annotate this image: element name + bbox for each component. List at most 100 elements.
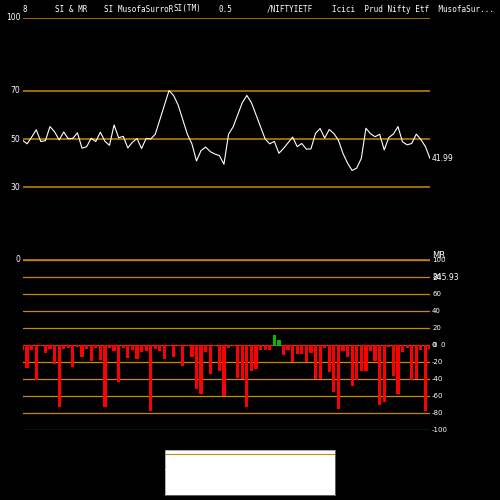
Bar	[337, 345, 340, 409]
Bar	[90, 345, 93, 360]
Bar	[172, 345, 175, 358]
Bar	[85, 345, 88, 349]
Bar	[66, 345, 70, 348]
Text: SI & MR: SI & MR	[55, 4, 88, 14]
Text: 40: 40	[432, 308, 441, 314]
Text: -20: -20	[432, 359, 444, 365]
Text: -56: -56	[336, 490, 345, 496]
Bar	[126, 345, 130, 358]
Text: -40: -40	[432, 376, 444, 382]
Bar	[168, 345, 170, 346]
Bar	[268, 345, 272, 350]
Bar	[369, 345, 372, 351]
Bar	[48, 345, 51, 350]
Bar	[310, 345, 312, 353]
Bar	[186, 345, 189, 346]
Bar	[53, 345, 56, 364]
Bar	[136, 345, 138, 360]
Text: 50: 50	[10, 134, 20, 143]
Text: 70: 70	[10, 86, 20, 95]
Bar	[350, 345, 354, 386]
Bar	[104, 345, 106, 407]
Text: Icici  Prud Nifty Etf  MusofaSur...: Icici Prud Nifty Etf MusofaSur...	[332, 4, 494, 14]
Bar	[108, 345, 111, 348]
Text: 0  0: 0 0	[432, 342, 446, 348]
Bar	[94, 345, 98, 348]
Text: 0: 0	[432, 342, 436, 348]
Text: /NIFTYIETF: /NIFTYIETF	[267, 4, 313, 14]
Bar	[396, 345, 400, 395]
Bar	[424, 345, 427, 412]
Bar	[98, 345, 102, 360]
Bar	[144, 345, 148, 350]
Bar	[305, 345, 308, 362]
Bar	[342, 345, 344, 351]
Text: 245.93: 245.93	[432, 272, 458, 281]
Bar	[410, 345, 414, 380]
Bar	[131, 345, 134, 350]
Bar	[406, 345, 408, 348]
Bar	[222, 345, 226, 396]
Bar	[200, 345, 202, 394]
Text: 60: 60	[432, 291, 441, 297]
Bar	[254, 345, 258, 370]
Bar	[387, 345, 390, 346]
Bar	[227, 345, 230, 348]
Bar	[360, 345, 363, 370]
Bar	[176, 345, 180, 346]
Bar	[181, 345, 184, 366]
Bar	[236, 345, 240, 378]
Bar	[195, 345, 198, 389]
Bar	[62, 345, 66, 349]
Bar	[259, 345, 262, 350]
Bar	[364, 345, 368, 371]
Text: -80: -80	[432, 410, 444, 416]
Bar	[296, 345, 299, 354]
Text: 0.5: 0.5	[218, 4, 232, 14]
Bar	[264, 345, 267, 350]
Bar	[213, 345, 216, 346]
Bar	[272, 335, 276, 345]
Bar	[278, 340, 280, 345]
Bar	[246, 345, 248, 406]
Bar	[154, 345, 157, 349]
Text: 100: 100	[6, 14, 20, 22]
Text: 0: 0	[16, 256, 20, 264]
Bar	[34, 345, 38, 380]
Bar	[30, 345, 34, 350]
Text: 35: 35	[336, 452, 344, 457]
Bar	[58, 345, 60, 407]
Bar	[323, 345, 326, 348]
Bar	[332, 345, 336, 392]
Text: SI(TM): SI(TM)	[174, 4, 201, 14]
Text: 41.99: 41.99	[432, 154, 454, 163]
Bar	[378, 345, 381, 405]
Bar	[190, 345, 194, 358]
Text: 80: 80	[432, 274, 441, 280]
Bar	[392, 345, 395, 376]
Bar	[117, 345, 120, 383]
Bar	[428, 345, 432, 349]
Bar	[80, 345, 84, 357]
Bar	[218, 345, 221, 370]
Bar	[382, 345, 386, 402]
Bar	[374, 345, 376, 361]
Bar	[72, 345, 74, 366]
Bar	[414, 345, 418, 379]
Bar	[419, 345, 422, 350]
Bar	[240, 345, 244, 379]
Bar	[318, 345, 322, 379]
Bar	[163, 345, 166, 358]
Bar	[291, 345, 294, 362]
Text: 8: 8	[22, 4, 27, 14]
Bar	[122, 345, 125, 348]
Bar	[346, 345, 349, 358]
Bar	[26, 345, 29, 368]
Bar	[286, 345, 290, 350]
Text: MR: MR	[432, 251, 445, 260]
Bar	[300, 345, 304, 354]
Bar	[282, 345, 285, 355]
Bar	[158, 345, 162, 350]
Bar	[112, 345, 116, 350]
Text: -60: -60	[432, 393, 444, 399]
